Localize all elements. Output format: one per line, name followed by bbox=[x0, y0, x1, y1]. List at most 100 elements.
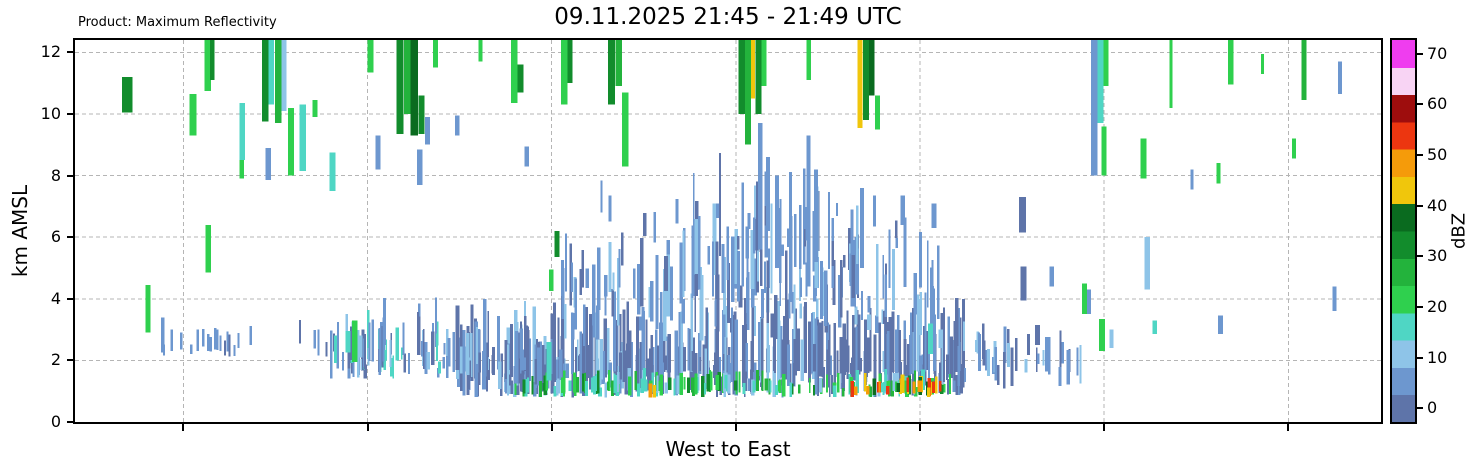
echo-bar bbox=[1048, 337, 1051, 375]
echo-bar bbox=[1169, 40, 1173, 108]
echo-bar bbox=[408, 352, 410, 375]
echo-bar bbox=[347, 346, 351, 369]
echo-bar bbox=[851, 255, 856, 298]
echo-bar bbox=[766, 260, 769, 323]
x-tick-mark bbox=[366, 424, 369, 431]
echo-bar bbox=[914, 370, 917, 391]
echo-bar bbox=[214, 328, 217, 350]
echo-bar bbox=[903, 339, 907, 390]
echo-bar bbox=[822, 366, 826, 388]
echo-bar bbox=[833, 385, 837, 398]
colorbar-tick-mark bbox=[1417, 153, 1423, 156]
echo-bar bbox=[866, 386, 870, 395]
echo-bar bbox=[600, 180, 603, 213]
echo-bar bbox=[857, 40, 863, 128]
colorbar-tick-mark bbox=[1417, 204, 1423, 207]
echo-bar bbox=[1024, 358, 1028, 373]
echo-bar bbox=[699, 266, 703, 326]
y-tick-mark bbox=[67, 297, 75, 300]
echo-bar bbox=[855, 370, 859, 394]
echo-bar bbox=[400, 347, 403, 360]
echo-bar bbox=[509, 380, 514, 395]
echo-bar bbox=[755, 181, 760, 252]
echo-bar bbox=[918, 298, 922, 335]
echo-bar bbox=[896, 382, 901, 393]
echo-bar bbox=[517, 64, 524, 93]
echo-bar bbox=[751, 299, 754, 372]
echo-bar bbox=[753, 185, 758, 250]
echo-bar bbox=[1003, 326, 1007, 363]
echo-bar bbox=[624, 350, 629, 395]
echo-bar bbox=[841, 388, 845, 397]
echo-bar bbox=[755, 40, 762, 114]
echo-bar bbox=[350, 326, 353, 361]
echo-bar bbox=[816, 298, 819, 318]
echo-bar bbox=[418, 316, 421, 355]
echo-bar bbox=[797, 384, 801, 394]
echo-bar bbox=[921, 369, 926, 391]
echo-bar bbox=[756, 225, 759, 282]
echo-bar bbox=[817, 319, 819, 396]
echo-bar bbox=[894, 220, 898, 238]
echo-bar bbox=[681, 298, 685, 324]
echo-bar bbox=[715, 241, 719, 300]
echo-bar bbox=[884, 274, 888, 318]
echo-bar bbox=[867, 314, 871, 331]
echo-bar bbox=[892, 372, 897, 392]
echo-bar bbox=[570, 262, 573, 292]
echo-bar bbox=[607, 40, 616, 105]
echo-bar bbox=[299, 104, 307, 171]
echo-bar bbox=[563, 304, 567, 339]
echo-bar bbox=[196, 329, 200, 352]
echo-bar bbox=[1019, 197, 1026, 233]
echo-bar bbox=[832, 259, 836, 305]
echo-bar bbox=[831, 241, 834, 266]
echo-bar bbox=[662, 362, 664, 376]
echo-bar bbox=[855, 326, 858, 396]
echo-bar bbox=[595, 312, 599, 385]
echo-bar bbox=[336, 337, 339, 357]
echo-bar bbox=[849, 253, 853, 286]
echo-bar bbox=[556, 380, 561, 394]
echo-bar bbox=[916, 294, 920, 372]
echo-bar bbox=[836, 350, 839, 378]
echo-bar bbox=[792, 363, 795, 386]
echo-bar bbox=[1190, 169, 1194, 190]
echo-bar bbox=[455, 305, 460, 370]
echo-bar bbox=[601, 351, 605, 384]
echo-bar bbox=[491, 347, 496, 375]
echo-bar bbox=[1087, 289, 1092, 315]
echo-bar bbox=[637, 263, 641, 298]
echo-bar bbox=[560, 293, 564, 372]
echo-bar bbox=[527, 377, 530, 393]
echo-bar bbox=[700, 376, 705, 397]
echo-bar bbox=[622, 92, 629, 167]
echo-bar bbox=[435, 333, 439, 362]
echo-bar bbox=[367, 40, 374, 73]
echo-bar bbox=[928, 350, 930, 393]
colorbar-tick-label: 70 bbox=[1427, 43, 1448, 63]
echo-bar bbox=[657, 345, 660, 382]
echo-bar bbox=[919, 355, 923, 372]
echo-bar bbox=[745, 342, 749, 379]
echo-bar bbox=[800, 339, 804, 382]
echo-bar bbox=[402, 322, 405, 355]
echo-bar bbox=[850, 381, 855, 398]
echo-bar bbox=[534, 359, 538, 385]
product-label: Product: Maximum Reflectivity bbox=[78, 15, 277, 30]
echo-bar bbox=[957, 346, 960, 387]
echo-bar bbox=[850, 357, 853, 373]
echo-bar bbox=[615, 40, 623, 87]
echo-bar bbox=[422, 329, 425, 369]
echo-bar bbox=[794, 214, 797, 267]
echo-bar bbox=[574, 347, 577, 391]
echo-bar bbox=[639, 316, 643, 331]
colorbar-segment bbox=[1392, 149, 1415, 177]
echo-bar bbox=[561, 259, 565, 296]
echo-bar bbox=[381, 326, 384, 368]
echo-bar bbox=[589, 313, 593, 390]
echo-bar bbox=[593, 376, 596, 395]
echo-bar bbox=[145, 284, 151, 333]
echo-bar bbox=[914, 386, 918, 397]
echo-bar bbox=[170, 329, 173, 352]
